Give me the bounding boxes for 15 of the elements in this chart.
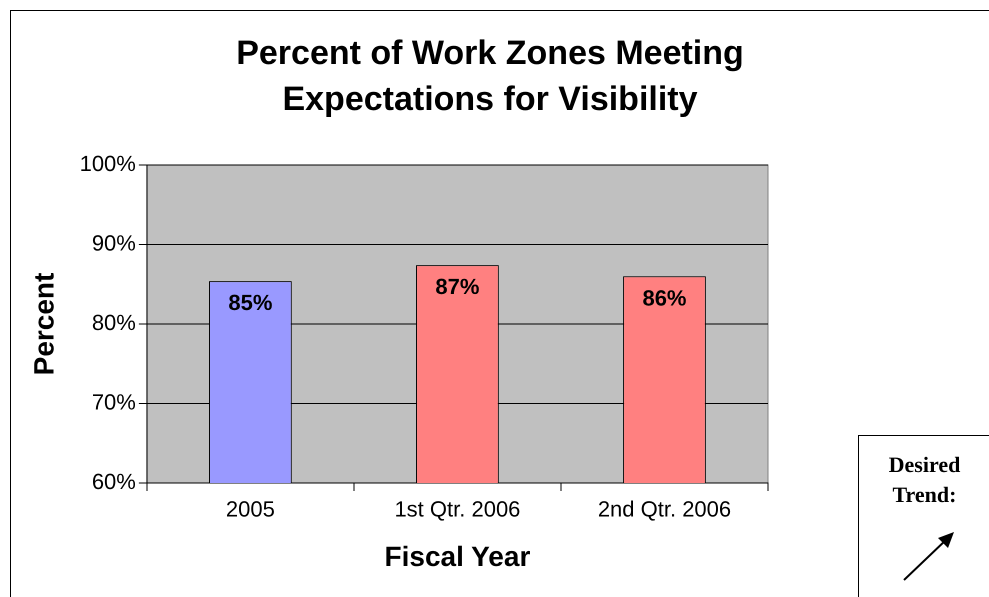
y-tick-label: 60% — [92, 469, 136, 494]
y-axis-title: Percent — [28, 272, 60, 376]
data-label: 85% — [228, 290, 272, 316]
data-label: 86% — [642, 285, 686, 310]
data-label: 87% — [435, 274, 480, 300]
y-tick-label: 90% — [92, 230, 136, 256]
x-tick-label: 2005 — [226, 496, 275, 522]
y-tick-label: 80% — [92, 310, 136, 336]
y-tick-label: 100% — [80, 151, 136, 176]
y-tick-label: 70% — [92, 390, 136, 415]
x-tick-label: 2nd Qtr. 2006 — [598, 496, 732, 522]
text: Desired Trend: — [888, 451, 962, 509]
x-axis-title: Fiscal Year — [384, 540, 530, 572]
x-tick-label: 1st Qtr. 2006 — [394, 496, 520, 522]
chart-title: Percent of Work Zones Meeting Expectations for Visibility — [235, 33, 745, 120]
